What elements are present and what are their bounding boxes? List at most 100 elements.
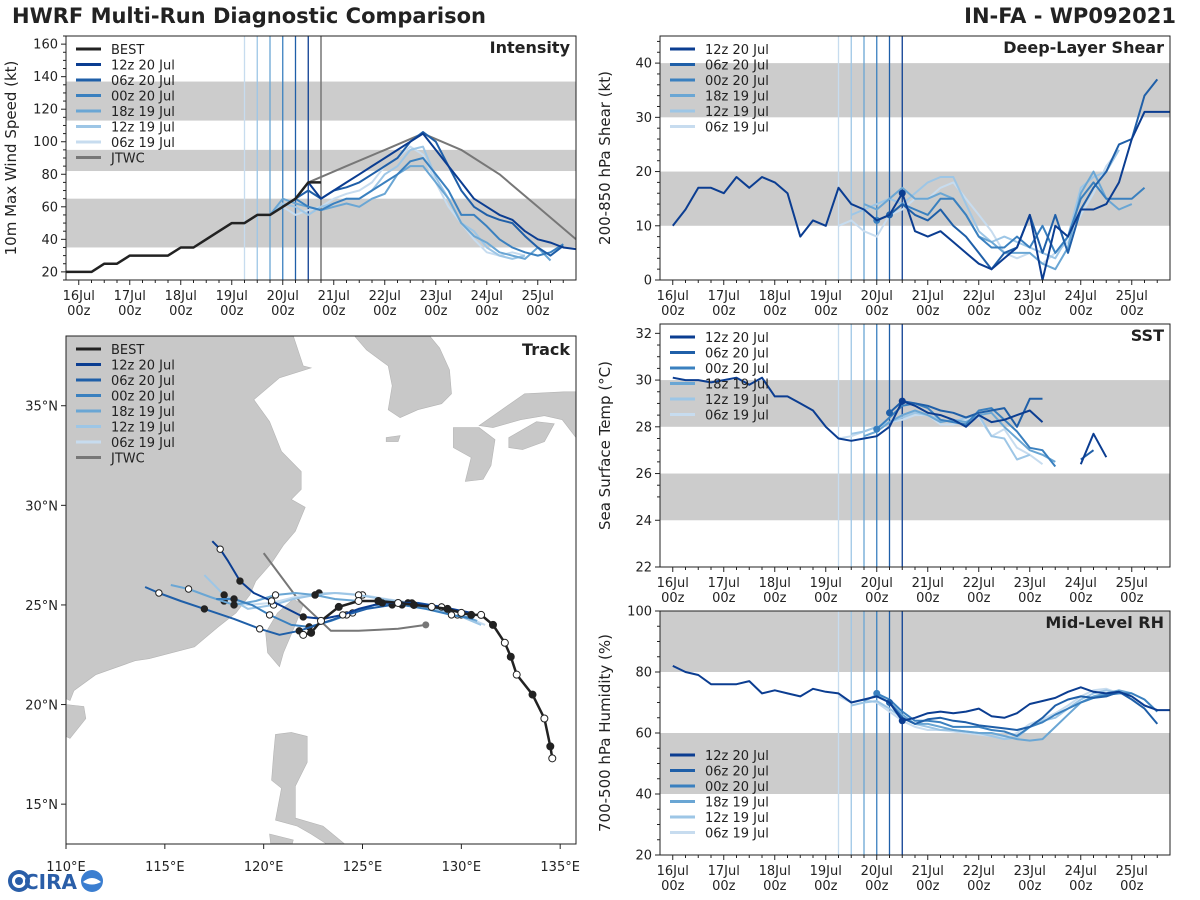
panel-title: Deep-Layer Shear: [1003, 38, 1164, 57]
best-track-point: [354, 596, 363, 605]
x-tick-hour: 00z: [118, 304, 142, 319]
x-tick-day: 24Jul: [471, 289, 503, 304]
best-track-point: [317, 616, 325, 625]
x-tick-day: 24Jul: [1065, 576, 1097, 591]
best-track-point: [394, 598, 403, 607]
x-tick-day: 22Jul: [963, 576, 995, 591]
x-tick-label: 17Jul 00z: [708, 289, 740, 319]
x-tick-day: 18Jul: [759, 576, 791, 591]
x-tick-hour: 00z: [1069, 304, 1093, 319]
series-line-12z-20-Jul: [672, 110, 1170, 280]
series-line-06z-20-Jul: [888, 397, 1043, 428]
x-tick-label: 19Jul 00z: [216, 289, 248, 319]
x-tick-day: 20Jul: [861, 864, 893, 879]
x-tick-hour: 00z: [1069, 879, 1093, 894]
x-tick-hour: 00z: [814, 591, 838, 606]
series-line-00z-20-Jul: [876, 402, 1057, 468]
x-tick-label: 22Jul 00z: [963, 576, 995, 606]
series-line-00z-20-Jul: [282, 157, 564, 257]
y-tick-label: 40: [635, 788, 652, 803]
x-tick-day: 19Jul: [810, 289, 842, 304]
y-tick-label: 160: [33, 38, 58, 53]
legend-label: BEST: [111, 43, 144, 58]
x-tick-label: 17Jul 00z: [114, 289, 146, 319]
track-point: [184, 585, 193, 593]
hainan-island: [66, 704, 87, 739]
x-tick-label: 24Jul 00z: [1065, 576, 1097, 606]
mainland-china-land: [66, 336, 313, 702]
x-tick-label: 21Jul 00z: [912, 576, 944, 606]
legend-label: 12z 19 Jul: [705, 105, 769, 120]
y-tick-label: 0: [644, 274, 652, 289]
best-track-line: [66, 181, 321, 274]
x-tick-label: 16Jul 00z: [63, 289, 95, 319]
y-tick-label: 80: [41, 168, 58, 183]
x-tick-label: 22Jul 00z: [963, 864, 995, 894]
y-axis-label: Sea Surface Temp (°C): [596, 361, 614, 530]
legend-label: 18z 19 Jul: [705, 796, 769, 811]
x-tick-label: 16Jul 00z: [657, 289, 689, 319]
x-tick-day: 20Jul: [861, 576, 893, 591]
x-tick-day: 22Jul: [963, 864, 995, 879]
best-track-point: [409, 600, 418, 609]
mindoro-island: [269, 833, 294, 844]
x-tick-day: 21Jul: [912, 289, 944, 304]
track-point: [339, 611, 347, 619]
x-tick-hour: 00z: [763, 304, 787, 319]
x-tick-day: 18Jul: [165, 289, 197, 304]
x-tick-hour: 00z: [526, 304, 550, 319]
legend-label: 18z 19 Jul: [111, 105, 175, 120]
legend-label: 18z 19 Jul: [705, 90, 769, 105]
legend-label: 06z 20 Jul: [705, 347, 769, 362]
x-tick-day: 24Jul: [1065, 864, 1097, 879]
panel-title: SST: [1131, 326, 1164, 345]
x-tick-hour: 00z: [712, 879, 736, 894]
best-track-point: [548, 754, 557, 763]
legend-label: 12z 20 Jul: [705, 43, 769, 58]
x-tick-day: 25Jul: [1116, 576, 1148, 591]
track-point: [155, 589, 163, 597]
init-marker: [886, 409, 893, 417]
y-tick-label: 120: [33, 103, 58, 118]
best-track-point: [540, 714, 549, 723]
x-tick-day: 16Jul: [657, 864, 689, 879]
jtwc-track-point: [422, 621, 430, 629]
lat-tick-label: 30°N: [25, 499, 58, 514]
x-tick-hour: 00z: [763, 591, 787, 606]
init-marker: [898, 717, 906, 725]
plot-area: [660, 324, 1170, 567]
x-tick-label: 21Jul 00z: [912, 864, 944, 894]
x-tick-day: 21Jul: [912, 864, 944, 879]
y-tick-label: 20: [635, 849, 652, 864]
shaded-band: [660, 473, 1170, 521]
y-tick-label: 32: [635, 327, 652, 342]
legend-label: 00z 20 Jul: [111, 90, 175, 105]
x-tick-hour: 00z: [865, 304, 889, 319]
x-tick-hour: 00z: [916, 591, 940, 606]
x-tick-hour: 00z: [967, 304, 991, 319]
legend-label: 12z 20 Jul: [705, 749, 769, 764]
x-tick-day: 18Jul: [759, 289, 791, 304]
y-tick-label: 20: [41, 265, 58, 280]
x-tick-label: 22Jul 00z: [369, 289, 401, 319]
legend-label: BEST: [111, 343, 144, 358]
best-track-point: [528, 690, 537, 699]
x-tick-day: 16Jul: [63, 289, 95, 304]
x-tick-label: 21Jul 00z: [318, 289, 350, 319]
x-tick-label: 25Jul 00z: [522, 289, 554, 319]
track-point: [271, 591, 280, 599]
best-track-point: [307, 628, 316, 637]
x-tick-hour: 00z: [661, 591, 685, 606]
track-point: [230, 595, 238, 603]
legend-label: 12z 19 Jul: [705, 811, 769, 826]
x-tick-label: 20Jul 00z: [861, 864, 893, 894]
best-track-point: [299, 630, 308, 639]
shaded-band: [660, 733, 1170, 794]
x-tick-label: 23Jul 00z: [1014, 864, 1046, 894]
x-tick-label: 23Jul 00z: [1014, 576, 1046, 606]
japan-kyushu: [453, 427, 496, 482]
legend-label: 06z 19 Jul: [705, 121, 769, 136]
track-point: [230, 601, 238, 609]
x-tick-label: 20Jul 00z: [861, 289, 893, 319]
